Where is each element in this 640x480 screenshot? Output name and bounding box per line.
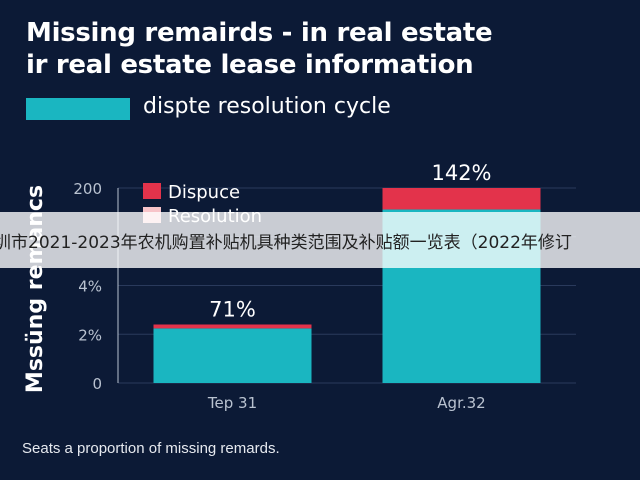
overlay-banner: 圳市2021-2023年农机购置补贴机具种类范围及补贴额一览表（2022年修订 <box>0 212 640 268</box>
y-tick-label-0: 0 <box>92 375 102 393</box>
bar-dispuce-1 <box>382 188 541 210</box>
y-tick-label-4: 200 <box>73 180 102 198</box>
bar-value-label-1: 142% <box>431 161 491 185</box>
y-tick-label-1: 2% <box>78 326 102 344</box>
chart-footnote: Seats a proportion of missing remards. <box>22 440 280 457</box>
header-legend-swatch <box>26 98 130 120</box>
bar-dispuce-0 <box>153 324 312 329</box>
bar-resolution-0 <box>153 328 312 383</box>
legend-swatch-0 <box>143 183 161 199</box>
legend-label-0: Dispuce <box>168 182 240 203</box>
x-tick-label-0: Tep 31 <box>207 394 257 412</box>
chart-title-line-2: ir real estate lease information <box>26 50 474 80</box>
overlay-banner-text: 圳市2021-2023年农机购置补贴机具种类范围及补贴额一览表（2022年修订 <box>0 233 572 253</box>
header-legend-label: dispte resolution cycle <box>143 94 391 119</box>
chart-title-line-1: Missing remairds - in real estate <box>26 18 493 48</box>
x-tick-label-1: Agr.32 <box>437 394 485 412</box>
y-tick-label-2: 4% <box>78 278 102 296</box>
bar-value-label-0: 71% <box>209 298 256 322</box>
